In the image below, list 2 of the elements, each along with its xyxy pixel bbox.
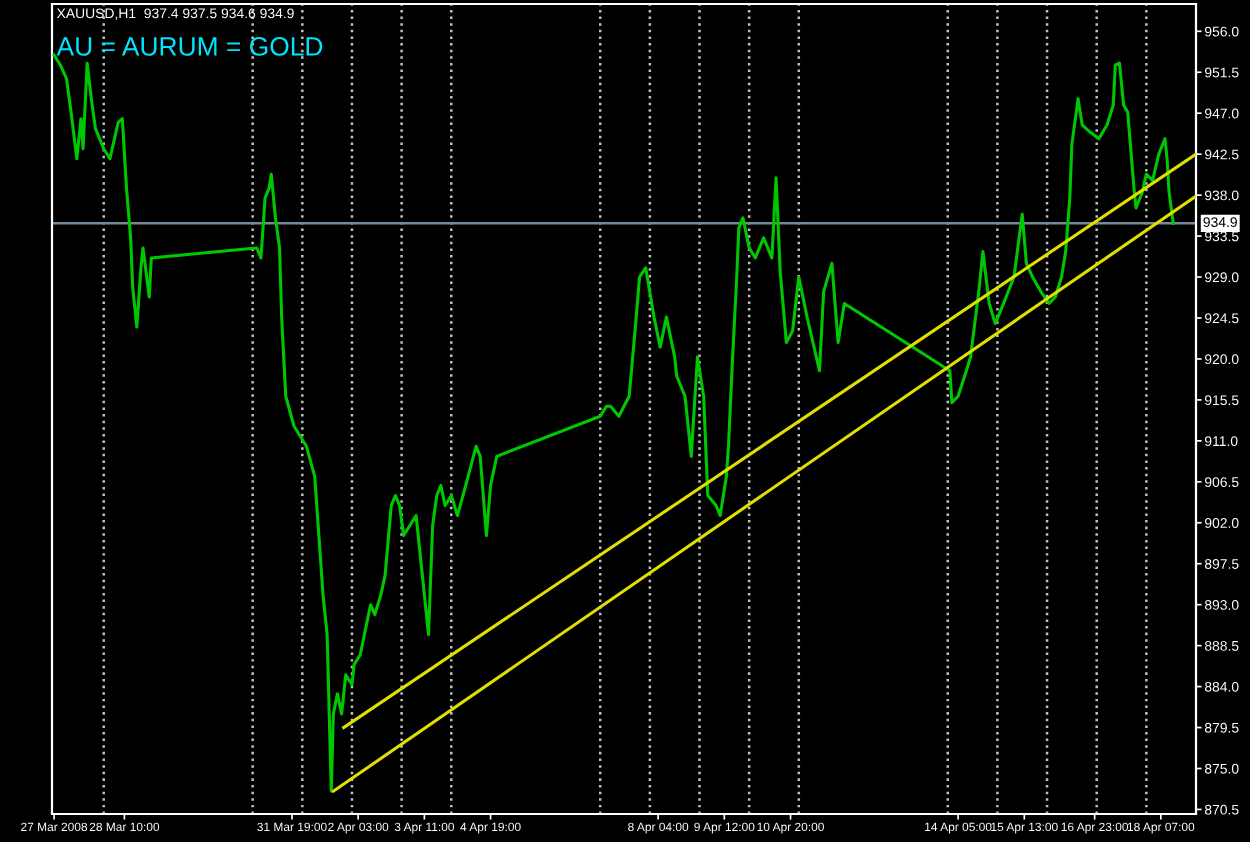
annotation: AU = AURUM = GOLD — [56, 37, 323, 56]
line-series — [52, 53, 1175, 793]
